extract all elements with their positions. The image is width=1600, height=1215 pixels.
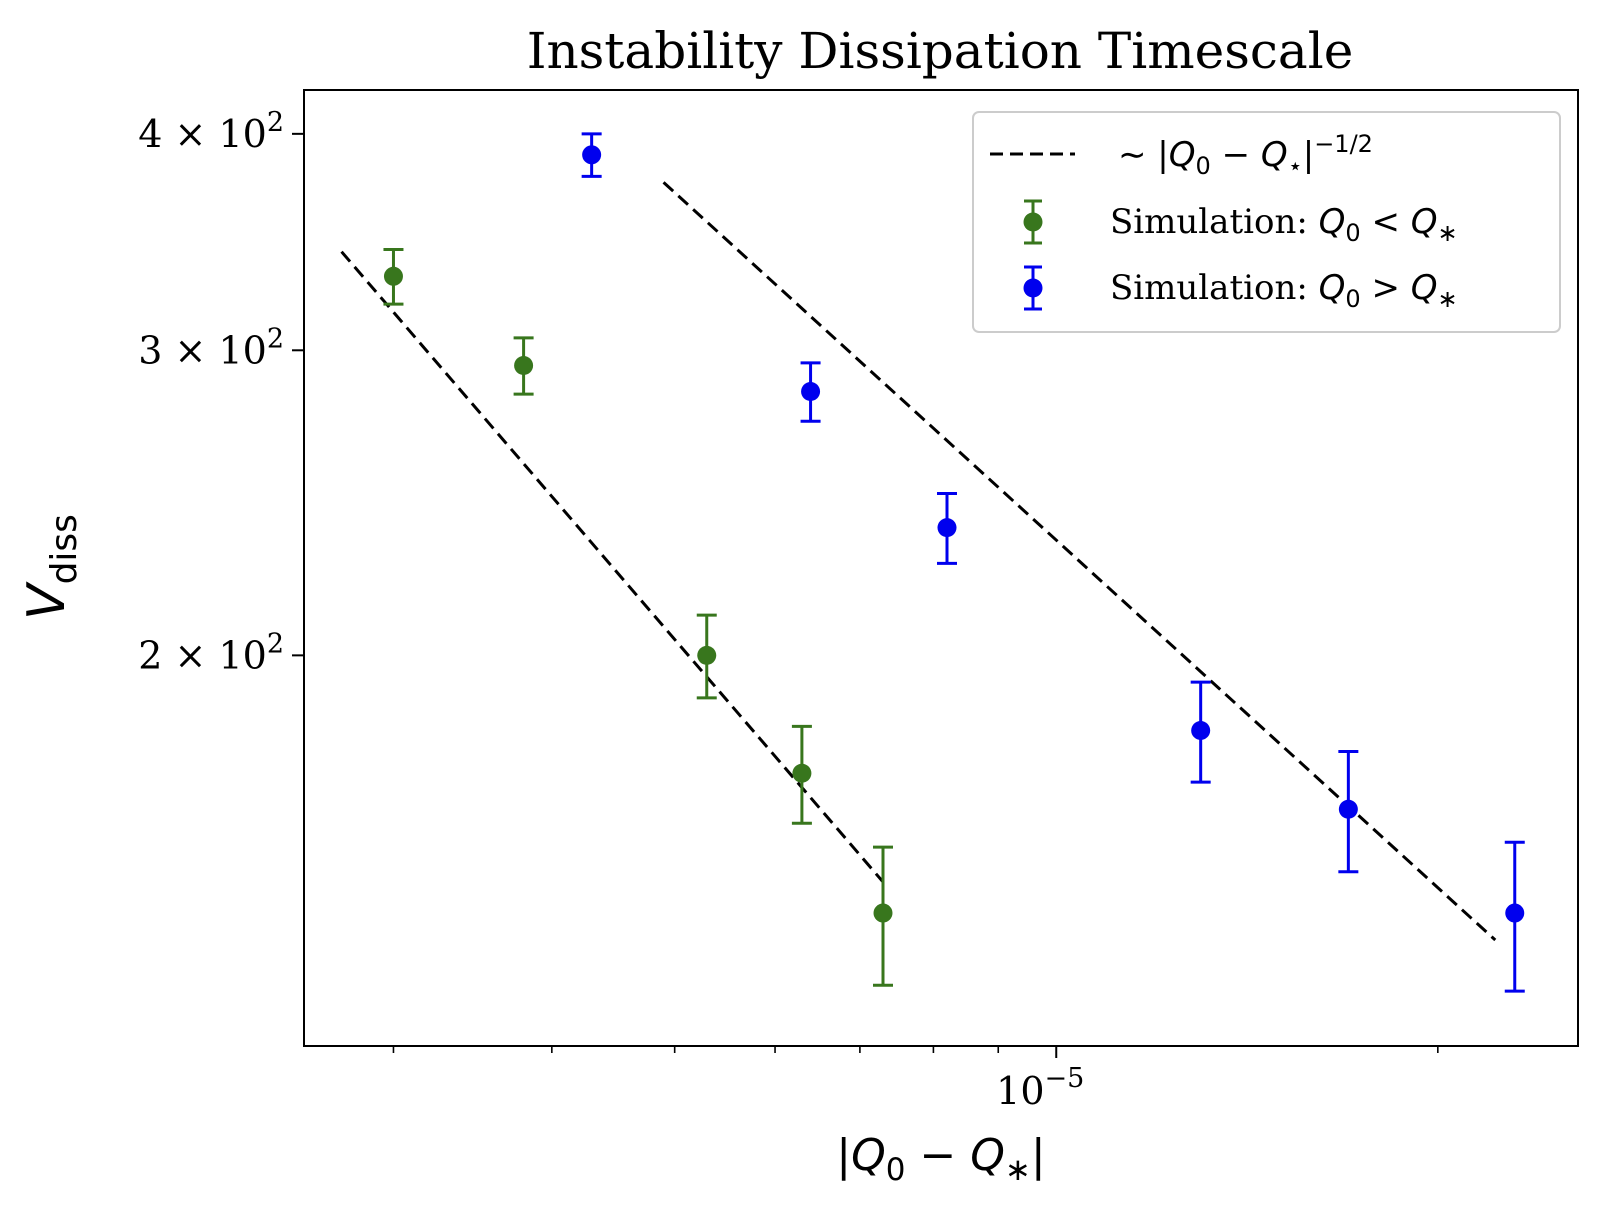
- x-label-q: Q: [851, 1130, 886, 1181]
- legend-label-q: Q: [1319, 268, 1346, 308]
- chart-title: Instability Dissipation Timescale: [527, 22, 1354, 80]
- data-point-s1-p0: [582, 145, 602, 165]
- y-tick-base: 10: [218, 328, 266, 372]
- fit-line-2: [662, 181, 1497, 942]
- x-label-minus: −: [905, 1130, 970, 1181]
- data-point-s0-p2: [697, 645, 717, 665]
- y-tick-mantissa: 3: [138, 328, 162, 372]
- y-tick-base: 10: [218, 112, 266, 156]
- y-tick-label-1: 3 × 102: [138, 323, 284, 372]
- y-tick-mantissa: 4: [138, 112, 162, 156]
- legend-green-marker: [1023, 212, 1043, 232]
- legend-fit-sub2: ⋆: [1288, 152, 1303, 180]
- legend-blue-label: Simulation: Q0 > Q∗: [1110, 268, 1458, 313]
- x-tick-base: 10: [996, 1069, 1044, 1113]
- legend-label-op: >: [1361, 268, 1411, 308]
- x-label-sub: 0: [886, 1152, 906, 1188]
- y-label-sub: diss: [44, 514, 85, 584]
- legend-label-op: <: [1361, 202, 1411, 242]
- y-label-v: V: [17, 581, 77, 620]
- legend-label-q2: Q: [1411, 268, 1438, 308]
- y-tick-times: ×: [162, 633, 218, 677]
- legend-label-sub: 0: [1345, 285, 1360, 313]
- legend-label-q: Q: [1319, 202, 1346, 242]
- y-tick-label-0: 2 × 102: [138, 628, 284, 677]
- legend-label-sub2: ∗: [1438, 219, 1458, 247]
- y-tick-times: ×: [162, 328, 218, 372]
- legend-fit-sub: 0: [1196, 152, 1211, 180]
- legend-label-sub: 0: [1345, 219, 1360, 247]
- data-point-s0-p3: [792, 763, 812, 783]
- data-point-s1-p1: [801, 382, 821, 402]
- x-label-star: ∗: [1005, 1152, 1031, 1188]
- data-point-s0-p0: [383, 266, 403, 286]
- x-tick-label-0: 10−5: [996, 1063, 1084, 1113]
- plot-marks: [340, 132, 1525, 993]
- legend-label-q2: Q: [1411, 202, 1438, 242]
- data-point-s1-p2: [937, 518, 957, 538]
- y-tick-exponent: 2: [267, 107, 284, 138]
- legend-label-text: Simulation:: [1110, 202, 1319, 242]
- legend-fit-q: Q: [1169, 135, 1196, 175]
- x-axis-label: |Q0 − Q∗|: [836, 1130, 1046, 1188]
- legend-fit-exp: −1/2: [1314, 130, 1373, 158]
- y-axis-label: Vdiss: [17, 514, 85, 620]
- legend-label-sub2: ∗: [1438, 285, 1458, 313]
- data-point-s1-p4: [1338, 799, 1358, 819]
- legend-box: [972, 111, 1561, 333]
- legend-fit-suffix: |: [1303, 135, 1314, 175]
- data-point-s1-p3: [1191, 720, 1211, 740]
- fit-line-1: [340, 250, 885, 883]
- legend-blue-marker: [1023, 278, 1043, 298]
- y-tick-label-2: 4 × 102: [138, 107, 284, 156]
- x-tick-exponent: −5: [1045, 1063, 1085, 1094]
- x-label-bar: |: [836, 1130, 851, 1181]
- y-tick-exponent: 2: [267, 628, 284, 659]
- legend-green-label: Simulation: Q0 < Q∗: [1110, 202, 1458, 247]
- legend-fit-q2: Q: [1261, 135, 1288, 175]
- legend-fit-minus: −: [1211, 135, 1261, 175]
- y-tick-base: 10: [218, 633, 266, 677]
- legend-label-text: Simulation:: [1110, 268, 1319, 308]
- x-label-bar2: |: [1031, 1130, 1046, 1181]
- y-tick-times: ×: [162, 112, 218, 156]
- legend-fit-prefix: ∼ |: [1118, 135, 1169, 175]
- data-point-s0-p4: [873, 903, 893, 923]
- x-label-q2: Q: [970, 1130, 1005, 1181]
- data-point-s1-p5: [1505, 903, 1525, 923]
- plot-frame: [303, 89, 1579, 1047]
- data-point-s0-p1: [514, 355, 534, 375]
- y-tick-exponent: 2: [267, 323, 284, 354]
- legend-fit-label: ∼ |Q0 − Q⋆|−1/2: [1118, 130, 1373, 180]
- y-tick-mantissa: 2: [138, 633, 162, 677]
